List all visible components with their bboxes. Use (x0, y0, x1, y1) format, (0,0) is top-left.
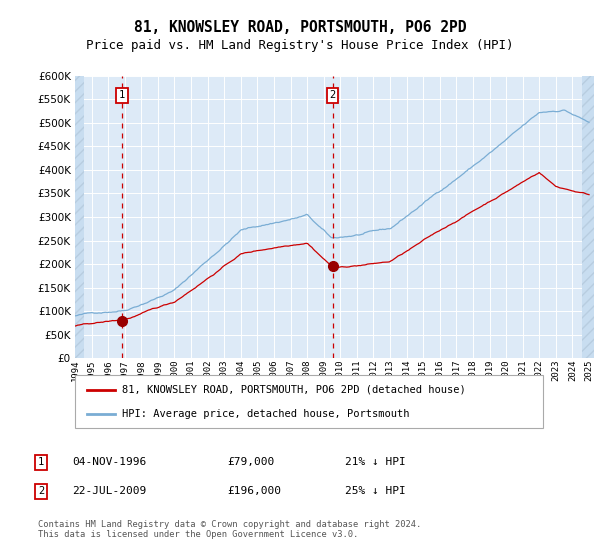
Text: Price paid vs. HM Land Registry's House Price Index (HPI): Price paid vs. HM Land Registry's House … (86, 39, 514, 52)
Text: £79,000: £79,000 (227, 458, 274, 468)
Text: 22-JUL-2009: 22-JUL-2009 (72, 487, 146, 496)
Text: 1: 1 (38, 458, 44, 468)
Text: 1: 1 (119, 90, 125, 100)
Text: 21% ↓ HPI: 21% ↓ HPI (346, 458, 406, 468)
FancyBboxPatch shape (75, 375, 543, 428)
Text: 04-NOV-1996: 04-NOV-1996 (72, 458, 146, 468)
Text: 81, KNOWSLEY ROAD, PORTSMOUTH, PO6 2PD: 81, KNOWSLEY ROAD, PORTSMOUTH, PO6 2PD (134, 20, 466, 35)
Text: £196,000: £196,000 (227, 487, 281, 496)
Text: 25% ↓ HPI: 25% ↓ HPI (346, 487, 406, 496)
Text: Contains HM Land Registry data © Crown copyright and database right 2024.
This d: Contains HM Land Registry data © Crown c… (38, 520, 421, 539)
Text: 2: 2 (329, 90, 336, 100)
Text: HPI: Average price, detached house, Portsmouth: HPI: Average price, detached house, Port… (122, 409, 409, 419)
Bar (75, 76, 84, 358)
Text: 81, KNOWSLEY ROAD, PORTSMOUTH, PO6 2PD (detached house): 81, KNOWSLEY ROAD, PORTSMOUTH, PO6 2PD (… (122, 385, 466, 395)
Text: 2: 2 (38, 487, 44, 496)
Bar (583, 76, 594, 358)
